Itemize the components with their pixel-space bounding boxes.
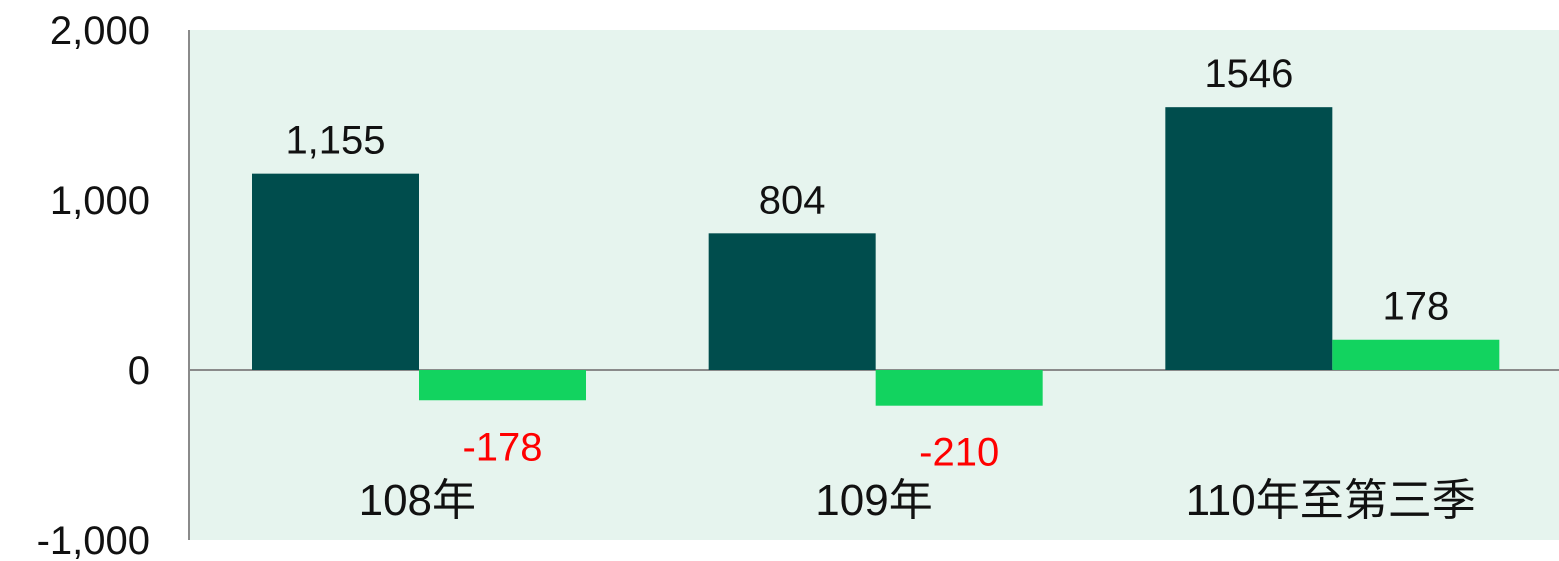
y-tick-label: 1,000: [50, 179, 150, 223]
bar-series-1: [1165, 107, 1333, 371]
x-category-label: 109年: [815, 476, 932, 525]
bar-series-2: [875, 370, 1043, 406]
y-tick-label: 2,000: [50, 9, 150, 53]
bar-series-1: [708, 233, 876, 370]
data-label: 804: [759, 178, 826, 222]
y-tick-label: 0: [128, 349, 150, 393]
data-label: -210: [919, 431, 999, 475]
y-tick-label: -1,000: [37, 519, 150, 561]
data-label: 1,155: [285, 119, 385, 163]
bar-series-2: [419, 370, 586, 401]
data-label: 1546: [1204, 52, 1293, 96]
bar-series-2: [1332, 339, 1500, 370]
x-category-label: 108年: [359, 476, 476, 525]
bar-series-1: [252, 173, 419, 370]
data-label: -178: [462, 425, 542, 469]
x-category-label: 110年至第三季: [1186, 476, 1476, 525]
data-label: 178: [1382, 285, 1449, 329]
